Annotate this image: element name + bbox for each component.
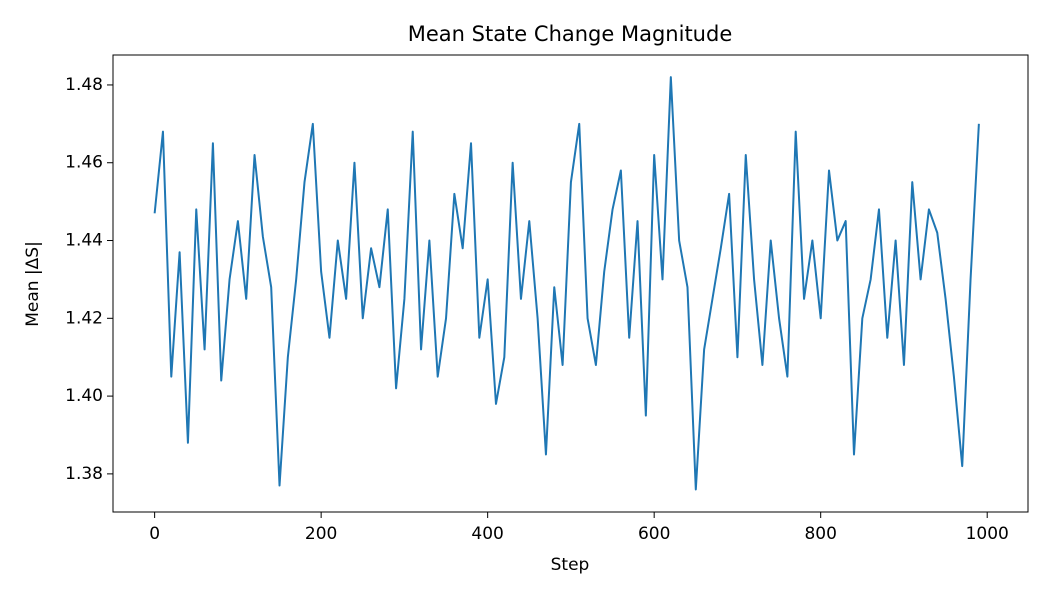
x-tick-label: 0 [149, 524, 160, 544]
data-line [153, 76, 980, 491]
y-tick-label: 1.40 [65, 386, 103, 406]
y-axis-label: Mean |ΔS| [23, 241, 43, 327]
x-tick-label: 800 [804, 524, 836, 544]
x-axis-label: Step [551, 555, 590, 575]
x-tick-label: 600 [638, 524, 670, 544]
chart-title: Mean State Change Magnitude [408, 22, 733, 46]
x-tick-label: 1000 [966, 524, 1009, 544]
axes-frame [112, 54, 1029, 513]
x-tick-label: 400 [471, 524, 503, 544]
y-tick-label: 1.42 [65, 308, 103, 328]
y-tick-label: 1.44 [65, 231, 103, 251]
y-tick-label: 1.46 [65, 153, 103, 173]
x-tick-label: 200 [305, 524, 337, 544]
y-tick-label: 1.38 [65, 464, 103, 484]
y-tick-label: 1.48 [65, 75, 103, 95]
